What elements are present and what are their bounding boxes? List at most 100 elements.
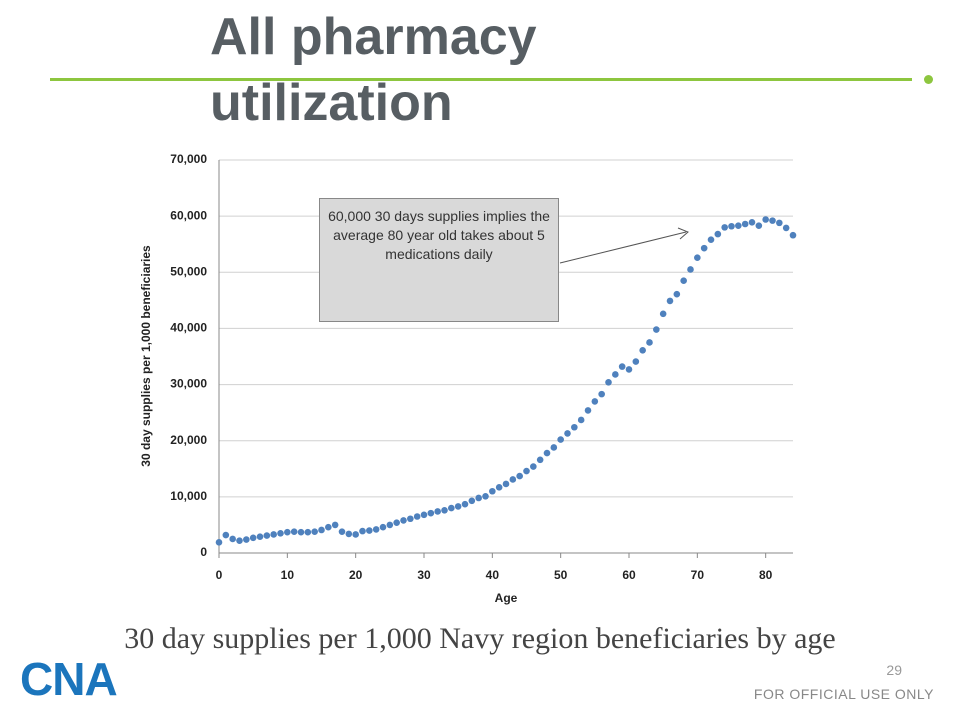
point xyxy=(741,220,749,228)
point xyxy=(243,536,250,543)
point xyxy=(673,290,681,298)
point xyxy=(352,531,359,538)
y-tick-label: 70,000 xyxy=(170,152,207,166)
slide-title: All pharmacy utilization xyxy=(210,8,537,132)
point xyxy=(366,527,373,534)
point xyxy=(222,531,230,539)
point xyxy=(277,530,284,537)
y-axis-title: 30 day supplies per 1,000 beneficiaries xyxy=(139,245,153,467)
point xyxy=(325,523,332,531)
point xyxy=(598,390,605,398)
annotation: 60,000 30 days supplies implies the aver… xyxy=(319,198,559,322)
point xyxy=(789,231,797,239)
point xyxy=(475,494,482,502)
point xyxy=(461,500,469,508)
title-rule xyxy=(50,78,912,81)
point xyxy=(591,398,599,405)
point xyxy=(605,379,612,386)
point xyxy=(639,347,646,354)
point xyxy=(359,527,366,535)
point xyxy=(229,535,236,543)
point xyxy=(434,508,441,515)
point xyxy=(584,407,592,414)
x-tick-label: 20 xyxy=(349,568,363,582)
x-tick-label: 70 xyxy=(691,568,705,582)
point xyxy=(502,480,510,488)
x-tick-label: 30 xyxy=(417,568,431,582)
y-tick-label: 10,000 xyxy=(170,489,207,503)
caption: 30 day supplies per 1,000 Navy region be… xyxy=(124,622,836,655)
point xyxy=(256,533,264,541)
point xyxy=(536,456,544,464)
point xyxy=(454,503,462,510)
x-tick-label: 40 xyxy=(486,568,500,582)
point xyxy=(776,219,783,227)
x-tick-label: 60 xyxy=(622,568,636,582)
point xyxy=(331,521,339,529)
point xyxy=(687,266,694,273)
point xyxy=(659,310,667,318)
point xyxy=(270,531,277,538)
point xyxy=(571,423,578,431)
point xyxy=(441,507,448,514)
point xyxy=(318,526,325,534)
annotation-arrowhead xyxy=(677,227,689,240)
point xyxy=(427,509,435,517)
point xyxy=(755,222,763,229)
point xyxy=(311,528,318,535)
point xyxy=(694,254,701,261)
point xyxy=(509,476,517,483)
point xyxy=(577,416,585,424)
y-tick-label: 20,000 xyxy=(170,433,207,447)
point xyxy=(523,467,530,475)
y-tick-label: 30,000 xyxy=(170,377,207,391)
point xyxy=(782,224,790,232)
point xyxy=(448,504,455,512)
point xyxy=(468,497,476,505)
point xyxy=(646,339,653,346)
point xyxy=(769,217,776,224)
point xyxy=(284,528,291,536)
point xyxy=(236,537,243,544)
x-tick-label: 50 xyxy=(554,568,568,582)
point xyxy=(413,513,421,520)
point xyxy=(653,326,660,333)
y-tick-label: 60,000 xyxy=(170,208,207,222)
title-dot xyxy=(924,75,933,84)
point xyxy=(379,523,387,531)
point xyxy=(700,244,708,252)
point xyxy=(482,492,489,500)
point xyxy=(728,222,735,230)
point xyxy=(612,371,619,378)
point xyxy=(666,297,674,305)
point xyxy=(632,358,640,365)
point xyxy=(707,236,715,244)
point xyxy=(530,463,537,470)
point xyxy=(516,472,523,480)
x-tick-label: 80 xyxy=(759,568,773,582)
point xyxy=(618,363,626,370)
point xyxy=(345,530,353,538)
y-tick-label: 0 xyxy=(200,545,207,559)
point xyxy=(721,224,728,231)
point xyxy=(680,277,687,285)
point xyxy=(564,430,571,437)
point xyxy=(263,532,271,539)
x-tick-label: 10 xyxy=(281,568,295,582)
point xyxy=(489,487,496,495)
point xyxy=(762,216,769,223)
point xyxy=(735,222,742,229)
point xyxy=(407,515,414,523)
point xyxy=(372,526,380,533)
point xyxy=(748,219,756,226)
point xyxy=(557,436,564,443)
y-tick-label: 50,000 xyxy=(170,264,207,278)
x-axis-title: Age xyxy=(495,591,518,605)
point xyxy=(420,511,428,519)
point xyxy=(249,534,257,542)
point xyxy=(304,528,312,536)
y-tick-label: 40,000 xyxy=(170,321,207,335)
footer: FOR OFFICIAL USE ONLY xyxy=(753,686,934,702)
